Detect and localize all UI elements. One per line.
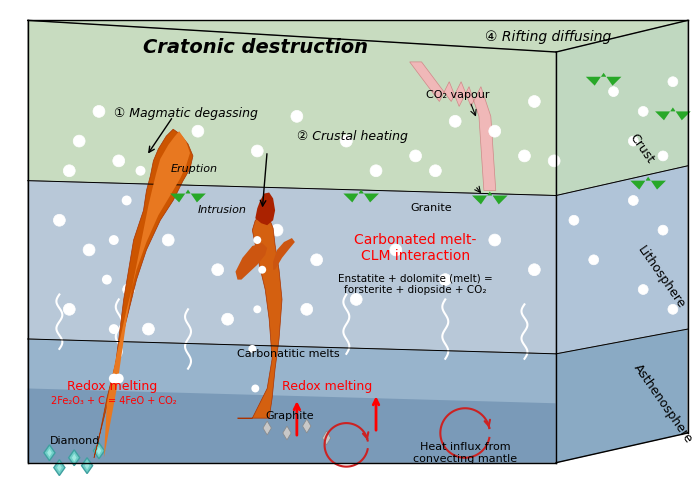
Circle shape xyxy=(629,195,638,206)
Circle shape xyxy=(589,255,598,265)
Polygon shape xyxy=(237,215,282,418)
Circle shape xyxy=(122,195,132,206)
Circle shape xyxy=(370,165,382,177)
Text: CO₂ vapour: CO₂ vapour xyxy=(426,89,489,100)
Text: ② Crustal heating: ② Crustal heating xyxy=(297,130,407,142)
Polygon shape xyxy=(410,62,496,191)
Polygon shape xyxy=(344,190,379,203)
Circle shape xyxy=(548,155,560,167)
Circle shape xyxy=(629,136,638,146)
Polygon shape xyxy=(85,462,90,469)
Circle shape xyxy=(350,294,362,305)
Polygon shape xyxy=(54,460,65,475)
Circle shape xyxy=(668,304,678,314)
Text: Granite: Granite xyxy=(411,203,452,213)
Circle shape xyxy=(108,324,119,334)
Circle shape xyxy=(63,303,75,315)
Text: Carbonated melt-
CLM interaction: Carbonated melt- CLM interaction xyxy=(354,233,477,263)
Circle shape xyxy=(192,125,204,137)
Polygon shape xyxy=(263,421,272,435)
Circle shape xyxy=(311,254,323,266)
Polygon shape xyxy=(44,445,55,461)
Circle shape xyxy=(83,244,95,256)
Circle shape xyxy=(251,145,263,157)
Text: Asthenosphere: Asthenosphere xyxy=(631,361,695,445)
Circle shape xyxy=(668,77,678,87)
Circle shape xyxy=(93,105,105,117)
Polygon shape xyxy=(235,243,267,279)
Circle shape xyxy=(430,165,441,177)
Circle shape xyxy=(449,115,461,127)
Polygon shape xyxy=(256,192,275,225)
Polygon shape xyxy=(283,426,291,440)
Polygon shape xyxy=(556,20,687,195)
Circle shape xyxy=(102,275,112,285)
Circle shape xyxy=(108,235,119,245)
Circle shape xyxy=(528,264,540,276)
Text: Heat influx from
convecting mantle: Heat influx from convecting mantle xyxy=(413,442,517,464)
Text: Enstatite + dolomite (melt) =
forsterite + diopside + CO₂: Enstatite + dolomite (melt) = forsterite… xyxy=(338,274,493,295)
Polygon shape xyxy=(94,129,193,458)
Polygon shape xyxy=(630,177,666,190)
Text: Redox melting: Redox melting xyxy=(282,380,372,393)
Circle shape xyxy=(63,165,75,177)
Polygon shape xyxy=(556,329,687,463)
Text: Eruption: Eruption xyxy=(172,164,218,174)
Text: Lithosphere: Lithosphere xyxy=(635,244,687,312)
Circle shape xyxy=(658,225,668,235)
Circle shape xyxy=(108,374,119,383)
Polygon shape xyxy=(302,419,311,433)
Circle shape xyxy=(340,135,352,147)
Text: Graphite: Graphite xyxy=(265,411,314,421)
Polygon shape xyxy=(28,388,556,463)
Circle shape xyxy=(291,110,303,122)
Circle shape xyxy=(74,135,85,147)
Polygon shape xyxy=(47,449,52,457)
Circle shape xyxy=(253,305,261,313)
Circle shape xyxy=(519,150,531,162)
Text: ④ Rifting diffusing: ④ Rifting diffusing xyxy=(485,30,611,44)
Polygon shape xyxy=(69,450,80,466)
Polygon shape xyxy=(93,443,104,459)
Circle shape xyxy=(248,345,256,353)
Polygon shape xyxy=(81,458,92,473)
Circle shape xyxy=(143,323,155,335)
Polygon shape xyxy=(472,191,507,205)
Circle shape xyxy=(53,214,65,226)
Circle shape xyxy=(440,274,452,286)
Polygon shape xyxy=(556,166,687,354)
Text: Cratonic destruction: Cratonic destruction xyxy=(144,37,368,56)
Polygon shape xyxy=(323,431,330,445)
Polygon shape xyxy=(72,454,76,462)
Circle shape xyxy=(114,374,124,383)
Circle shape xyxy=(658,151,668,161)
Polygon shape xyxy=(655,107,691,121)
Polygon shape xyxy=(28,20,687,52)
Circle shape xyxy=(162,234,174,246)
Text: 2Fe₂O₃ + C = 4FeO + CO₂: 2Fe₂O₃ + C = 4FeO + CO₂ xyxy=(52,396,177,406)
Circle shape xyxy=(390,244,402,256)
Polygon shape xyxy=(170,190,206,203)
Circle shape xyxy=(608,87,619,97)
Text: Crust: Crust xyxy=(626,132,656,166)
Circle shape xyxy=(489,234,500,246)
Circle shape xyxy=(122,283,134,295)
Circle shape xyxy=(569,215,579,225)
Polygon shape xyxy=(28,339,556,463)
Circle shape xyxy=(271,224,283,236)
Polygon shape xyxy=(57,464,62,471)
Circle shape xyxy=(136,166,146,176)
Circle shape xyxy=(638,285,648,295)
Circle shape xyxy=(222,313,234,325)
Circle shape xyxy=(410,150,421,162)
Text: Redox melting: Redox melting xyxy=(67,380,158,393)
Circle shape xyxy=(301,303,313,315)
Circle shape xyxy=(489,125,500,137)
Polygon shape xyxy=(273,238,295,270)
Circle shape xyxy=(212,264,223,276)
Circle shape xyxy=(258,266,266,274)
Circle shape xyxy=(113,155,125,167)
Polygon shape xyxy=(104,131,190,458)
Circle shape xyxy=(638,106,648,116)
